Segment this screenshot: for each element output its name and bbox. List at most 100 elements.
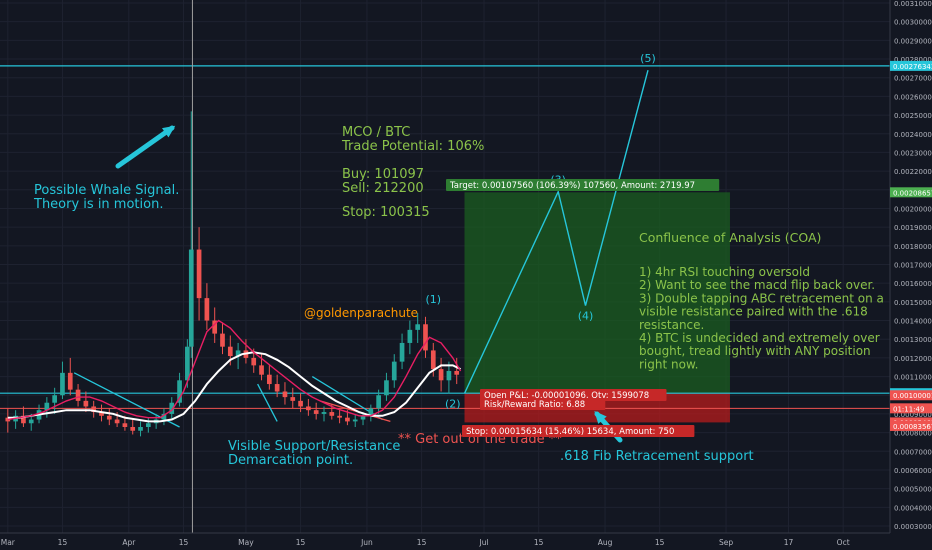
price-badge	[890, 60, 932, 71]
time-tick-label: Sep	[719, 538, 733, 547]
price-badge-label: 0.00276343	[893, 63, 932, 71]
buy-price: Buy: 101097	[342, 167, 424, 182]
candle-body	[360, 415, 366, 420]
candle-body	[337, 415, 342, 418]
stop-price: Stop: 100315	[342, 205, 430, 220]
candle-body	[352, 419, 358, 422]
candle-body	[290, 397, 296, 401]
coa-line: 1) 4hr RSI touching oversold	[639, 265, 810, 279]
ma-slow-line	[7, 351, 462, 423]
coa-line: right now.	[639, 357, 698, 371]
candle-body	[130, 427, 136, 431]
fib-arrow-head	[594, 411, 607, 424]
candle-body	[407, 329, 413, 343]
whale-arrow	[115, 125, 175, 169]
candle-body	[227, 346, 233, 357]
price-badge	[890, 403, 932, 414]
candle-body	[384, 380, 389, 396]
trend-line	[257, 383, 278, 422]
candle-body	[329, 412, 335, 416]
price-badge-label: 0.00083567	[893, 423, 932, 431]
fib-note: .618 Fib Retracement support	[560, 449, 754, 464]
candle-body	[313, 410, 319, 414]
time-tick-label: 15	[296, 538, 306, 547]
price-badge	[890, 390, 932, 401]
candle-body	[75, 389, 81, 401]
wave-label: (2)	[445, 397, 461, 410]
candle-body	[282, 391, 288, 398]
time-tick-label: 15	[655, 538, 665, 547]
time-tick-label: 15	[179, 538, 189, 547]
whale-note-line1: Possible Whale Signal.	[34, 183, 179, 198]
author-handle: @goldenparachute	[304, 306, 418, 320]
rr-label: Risk/Reward Ratio: 6.88	[484, 400, 585, 410]
rr-label-box	[480, 398, 606, 410]
support-note-line2: Demarcation point.	[228, 453, 353, 468]
candle-body	[415, 324, 421, 330]
stop-label: Stop: 0.00015634 (15.46%) 15634, Amount:…	[466, 427, 674, 437]
candle-body	[99, 412, 104, 416]
coa-line: visible resistance paired with the .618	[639, 305, 868, 319]
wave-label: (4)	[578, 310, 594, 323]
coa-line: 4) BTC is undecided and extremely over	[639, 331, 880, 345]
candle-body	[368, 408, 374, 416]
time-tick-label: Mar	[1, 538, 16, 547]
candle-body	[267, 374, 272, 385]
ma-fast-line	[7, 319, 462, 421]
candle-body	[177, 380, 182, 403]
time-tick-label: 15	[417, 538, 427, 547]
support-note-line1: Visible Support/Resistance	[228, 439, 400, 454]
candle-body	[423, 324, 428, 351]
candle-body	[430, 350, 436, 370]
pnl-label: Open P&L: -0.00001096, Qty: 1599078	[484, 391, 649, 401]
candle-body	[138, 427, 143, 431]
candle-body	[306, 406, 311, 411]
candle-body	[106, 415, 112, 420]
candle-body	[161, 413, 167, 420]
wave-label: (5)	[640, 52, 656, 65]
price-badge	[890, 187, 932, 198]
candle-body	[185, 346, 190, 381]
coa-line: 3) Double tapping ABC retracement on a	[639, 291, 884, 305]
candle-body	[235, 350, 241, 357]
candle-body	[169, 402, 175, 414]
time-axis-panel	[0, 533, 932, 550]
coa-title: Confluence of Analysis (COA)	[639, 230, 821, 245]
moving-averages	[7, 319, 462, 423]
profit-zone	[464, 192, 730, 394]
sell-price: Sell: 212200	[342, 181, 424, 196]
grid-layer	[0, 0, 890, 533]
time-tick-label: 17	[784, 538, 794, 547]
price-axis-panel	[890, 0, 932, 550]
annotations-layer: MCO / BTC Trade Potential: 106% Buy: 101…	[33, 125, 884, 468]
candle-body	[391, 361, 397, 381]
price-badge	[890, 420, 932, 431]
trade-potential: Trade Potential: 106%	[341, 139, 484, 154]
candle-body	[251, 357, 257, 366]
candle-body	[298, 400, 303, 407]
price-badge-label: 01:11:49	[893, 405, 924, 413]
candle-body	[52, 395, 57, 403]
position-labels: Target: 0.00107560 (106.39%) 107560, Amo…	[446, 179, 720, 437]
candle-body	[60, 372, 65, 396]
